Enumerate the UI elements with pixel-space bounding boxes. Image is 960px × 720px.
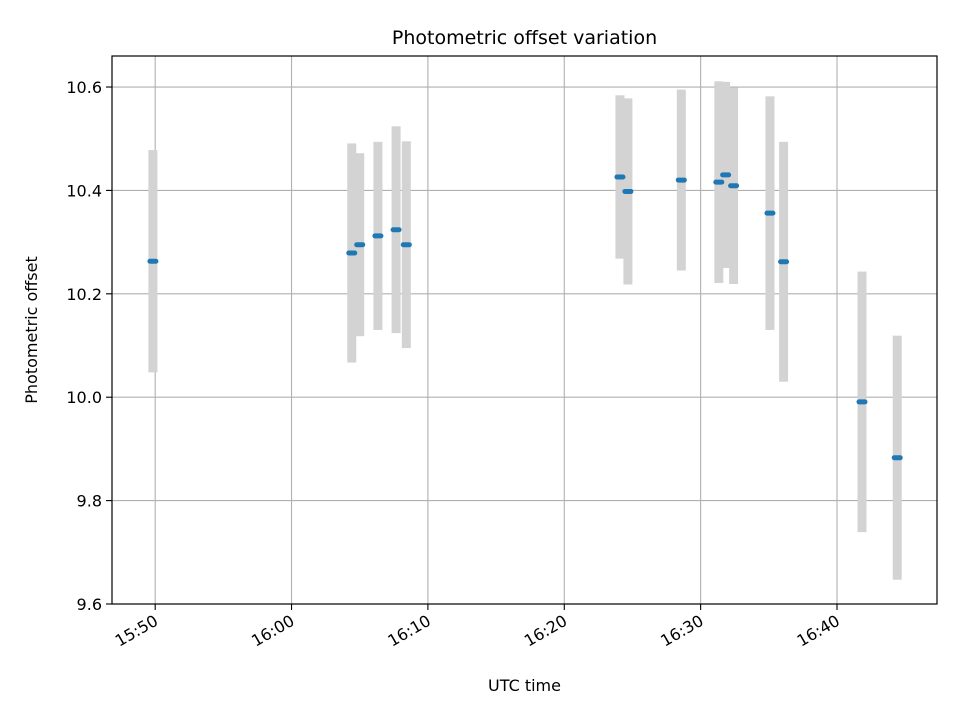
data-point [390,227,402,233]
data-point [147,258,159,264]
data-point [354,242,366,248]
y-axis-label: Photometric offset [22,256,41,404]
x-axis-label: UTC time [488,676,561,695]
chart-title: Photometric offset variation [392,27,657,49]
data-point [764,210,776,216]
data-point [400,242,412,248]
data-point [622,188,634,194]
plot-frame [111,55,938,605]
data-point [778,259,790,265]
data-point [346,250,358,256]
data-point [675,177,687,183]
data-point [720,172,732,178]
data-point [614,174,626,180]
data-point [728,183,740,189]
y-tick-label: 10.0 [66,388,102,407]
y-tick-label: 10.2 [66,285,102,304]
y-tick-label: 9.8 [77,492,102,511]
data-point [856,399,868,405]
data-point [891,455,903,461]
y-axis-ticks: 9.6 9.8 10.0 10.2 10.4 10.6 [66,78,112,614]
data-point [372,233,384,239]
markers [147,172,903,461]
y-tick-label: 10.6 [66,78,102,97]
data-point [713,179,725,185]
y-tick-label: 10.4 [66,181,102,200]
y-tick-label: 9.6 [77,595,102,614]
